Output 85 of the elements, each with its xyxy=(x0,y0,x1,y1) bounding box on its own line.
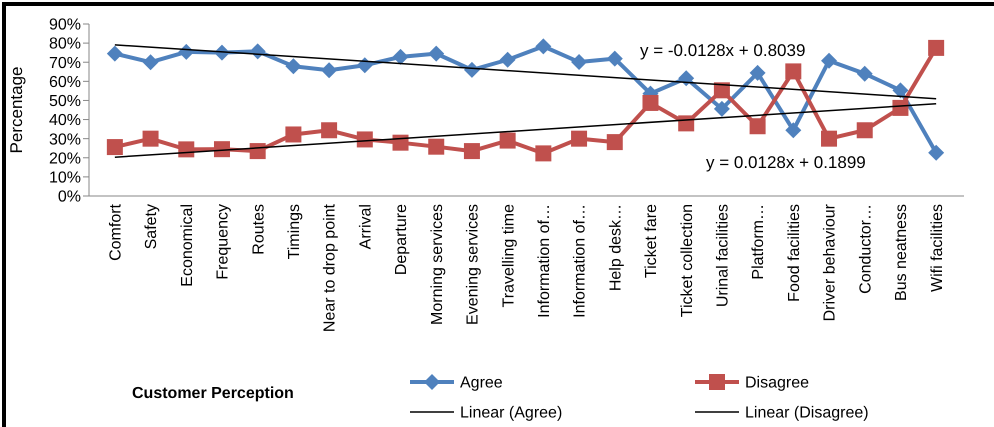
annotation: y = 0.0128x + 0.1899 xyxy=(706,153,866,172)
point xyxy=(856,66,873,82)
x-tick-label: Urinal facilities xyxy=(714,204,732,308)
y-tick-label: 70% xyxy=(48,54,81,72)
point xyxy=(285,58,302,74)
point xyxy=(214,141,230,158)
x-tick-label: Departure xyxy=(393,204,410,276)
x-tick-label: Travelling time xyxy=(500,204,518,308)
x-tick-label: Driver behaviour xyxy=(822,203,839,322)
legend-label: Disagree xyxy=(745,374,810,392)
point xyxy=(892,82,908,98)
point xyxy=(892,100,908,116)
y-tick-label: 0% xyxy=(58,188,81,206)
point xyxy=(785,122,802,138)
point xyxy=(106,139,123,156)
point xyxy=(356,131,373,148)
point xyxy=(464,143,480,160)
point xyxy=(606,50,623,67)
point xyxy=(856,122,873,138)
point xyxy=(571,54,588,70)
x-tick-label: Conductor… xyxy=(857,204,874,294)
point xyxy=(785,63,802,80)
y-tick-label: 40% xyxy=(48,112,81,130)
point xyxy=(285,126,302,142)
point xyxy=(428,138,444,155)
point xyxy=(571,130,588,147)
point xyxy=(321,62,338,78)
x-tick-label: Economical xyxy=(178,204,196,287)
legend-label: Linear (Agree) xyxy=(460,404,562,422)
legend-label: Linear (Disagree) xyxy=(745,404,869,422)
x-tick-label: Bus neatness xyxy=(893,204,910,301)
point xyxy=(321,122,338,138)
x-tick-label: Platform… xyxy=(750,204,768,280)
x-tick-label: Information of… xyxy=(536,204,553,318)
point xyxy=(714,100,730,117)
x-tick-label: Ticket collection xyxy=(678,204,696,318)
y-tick-label: 50% xyxy=(48,93,81,110)
point xyxy=(500,52,516,68)
point xyxy=(821,130,838,147)
point xyxy=(714,82,730,98)
x-tick-label: Timings xyxy=(286,204,303,260)
point xyxy=(606,134,623,150)
y-tick-label: 30% xyxy=(48,131,81,148)
y-tick-label: 80% xyxy=(48,36,81,53)
point xyxy=(535,145,552,162)
x-tick-label: Safety xyxy=(143,204,160,250)
x-tick-label: Ticket fare xyxy=(643,204,660,278)
x-tick-label: Arrival xyxy=(357,204,374,250)
point xyxy=(392,48,409,65)
point xyxy=(250,143,266,160)
point xyxy=(642,94,658,111)
x-tick-label: Help desk… xyxy=(607,204,624,292)
point xyxy=(392,134,409,151)
point xyxy=(535,38,552,54)
point xyxy=(428,46,444,62)
x-tick-label: Near to drop point xyxy=(322,203,339,332)
x-tick-label: Routes xyxy=(250,204,268,255)
point xyxy=(500,132,516,149)
point xyxy=(678,70,694,86)
annotation: y = -0.0128x + 0.8039 xyxy=(640,41,806,60)
y-tick-label: 10% xyxy=(48,169,81,186)
point xyxy=(750,118,766,134)
point xyxy=(678,115,694,132)
y-tick-label: 60% xyxy=(48,74,81,91)
point xyxy=(142,130,159,147)
point xyxy=(178,141,194,158)
legend-label: Agree xyxy=(460,374,503,392)
point xyxy=(142,54,159,70)
point xyxy=(356,57,373,74)
x-tick-label: Frequency xyxy=(214,204,232,280)
x-tick-label: Wifi facilities xyxy=(928,204,946,292)
point xyxy=(928,144,944,161)
x-tick-label: Comfort xyxy=(107,203,124,261)
point xyxy=(750,64,766,81)
point xyxy=(821,52,838,69)
y-tick-label: 90% xyxy=(48,16,81,34)
x-tick-label: Evening services xyxy=(464,204,482,325)
point xyxy=(928,40,944,56)
x-axis-title: Customer Perception xyxy=(132,385,294,402)
x-tick-label: Food facilities xyxy=(786,204,803,302)
x-tick-label: Morning services xyxy=(428,204,446,325)
y-tick-label: 20% xyxy=(48,150,81,168)
point xyxy=(106,46,123,62)
y-axis-title: Percentage xyxy=(7,66,26,154)
x-tick-label: Information of… xyxy=(572,204,589,318)
